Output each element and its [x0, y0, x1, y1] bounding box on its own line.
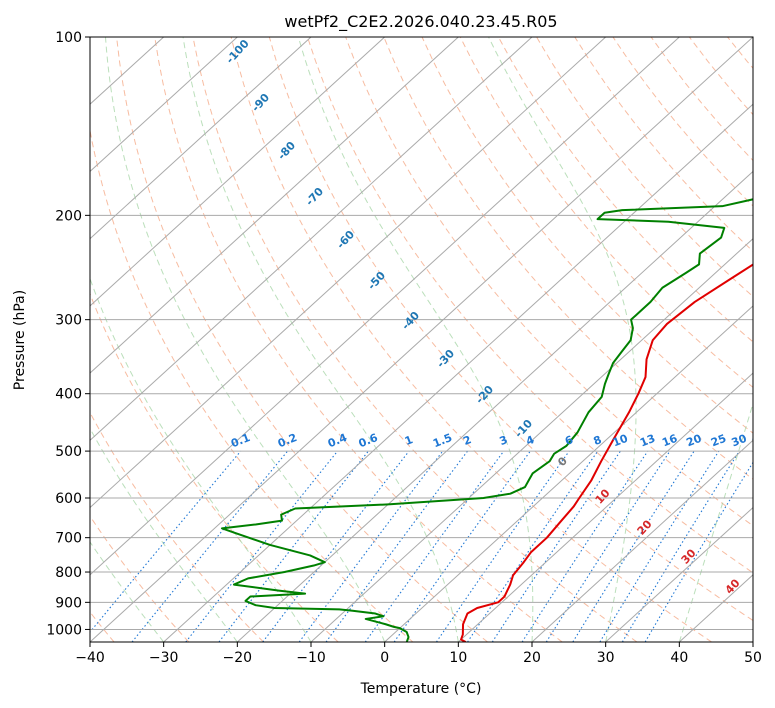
mixing-ratio-lines: [90, 450, 753, 642]
y-tick-label: 1000: [46, 622, 82, 638]
mixing-ratio-label: 20: [684, 432, 703, 450]
y-tick-label: 800: [55, 565, 82, 581]
plot-frame: [89, 36, 754, 643]
mixing-ratio-line: [90, 450, 242, 633]
isotherms: [90, 37, 753, 642]
x-tick-label: 50: [744, 650, 762, 666]
x-tick-label: −40: [75, 650, 105, 666]
moist-adiabat-line: [297, 37, 534, 642]
dry-adiabat-line: [90, 127, 414, 642]
isotherm-line: [90, 37, 607, 509]
mixing-ratio-label: 13: [638, 432, 657, 450]
mixing-ratio-line: [298, 450, 444, 642]
isotherm-line: [90, 37, 680, 576]
mixing-ratio-line: [435, 450, 570, 642]
chart-title: wetPf2_C2E2.2026.040.23.45.R05: [284, 12, 557, 32]
x-tick-label: −30: [149, 650, 179, 666]
y-axis-label: Pressure (hPa): [12, 290, 28, 390]
y-tick-label: 400: [55, 387, 82, 403]
isotherm-line: [605, 506, 753, 642]
dry-adiabat-line: [192, 37, 638, 642]
isotherm-line: [236, 170, 753, 642]
dry-adiabat-line: [116, 37, 488, 642]
x-tick-label: 10: [449, 650, 467, 666]
moist-adiabat-line: [90, 427, 238, 642]
mixing-ratio-label: 10: [611, 432, 630, 450]
y-axis-ticks: 100 200 300 400 500 600 700 800 900 1000: [46, 30, 90, 638]
mixing-ratio-label: 36: [750, 432, 769, 450]
mixing-ratio-line: [572, 450, 695, 642]
isotherm-line: [457, 372, 753, 642]
x-axis-label: Temperature (°C): [360, 681, 482, 697]
moist-adiabat-line: [90, 541, 165, 642]
mixing-ratio-line: [262, 450, 410, 642]
isobars: [90, 37, 753, 630]
isotherm-line: [531, 439, 753, 642]
isotherm-line: [90, 37, 533, 442]
x-tick-label: 30: [597, 650, 615, 666]
mixing-ratio-line: [364, 450, 505, 642]
isotherm-line: [90, 37, 386, 307]
x-tick-label: −20: [223, 650, 253, 666]
mixing-ratio-label: 3: [498, 433, 510, 448]
isotherm-line: [90, 37, 753, 642]
isotherm-line: [90, 37, 312, 240]
mixing-ratio-label: 30: [730, 432, 749, 450]
dry-adiabat-line: [90, 411, 264, 642]
mixing-ratio-label: 25: [709, 432, 728, 450]
isotherm-line: [384, 305, 753, 642]
mixing-ratio-line: [131, 450, 289, 642]
isotherm-line: [90, 37, 459, 374]
x-tick-label: 20: [523, 650, 541, 666]
moist-adiabats: [90, 37, 753, 642]
mixing-ratio-line: [621, 450, 740, 642]
mixing-ratio-line: [467, 450, 599, 642]
mixing-ratio-label: 2: [461, 433, 473, 448]
mixing-ratio-line: [545, 450, 671, 642]
y-tick-label: 900: [55, 595, 82, 611]
y-tick-label: 300: [55, 313, 82, 329]
x-axis-ticks: −40 −30 −20 −10 0 10 20 30 40 50: [75, 642, 762, 666]
mixing-ratio-label: 16: [660, 432, 679, 450]
mixing-ratio-line: [325, 450, 468, 642]
x-tick-label: −10: [296, 650, 326, 666]
moist-adiabat-line: [488, 37, 637, 642]
y-tick-label: 500: [55, 444, 82, 460]
isotherm-line: [163, 103, 753, 642]
temperature-profile-line: [460, 263, 753, 642]
dry-adiabat-line: [154, 37, 563, 642]
dry-adiabat-line: [536, 37, 753, 298]
mixing-ratio-label: 8: [592, 433, 604, 448]
dry-adiabat-line: [268, 37, 753, 622]
mixing-ratio-line: [521, 450, 649, 642]
y-tick-label: 200: [55, 208, 82, 224]
dewpoint-profile-line: [220, 198, 753, 642]
y-tick-label: 700: [55, 531, 82, 547]
x-tick-label: 40: [670, 650, 688, 666]
x-tick-label: 0: [380, 650, 389, 666]
dry-adiabat-line: [307, 37, 753, 574]
dry-adiabat-line: [90, 515, 190, 642]
mixing-ratio-line: [185, 450, 338, 642]
y-tick-label: 600: [55, 491, 82, 507]
isotherm-line: [310, 237, 753, 642]
moist-adiabat-line: [182, 37, 459, 642]
isotherm-line: [90, 37, 238, 173]
moist-adiabat-line: [104, 37, 386, 642]
mixing-ratio-line: [491, 450, 621, 642]
y-tick-label: 100: [55, 30, 82, 46]
mixing-ratio-label: 1: [403, 433, 415, 448]
moist-adiabat-line: [678, 401, 753, 642]
sounding-series: [220, 198, 753, 642]
